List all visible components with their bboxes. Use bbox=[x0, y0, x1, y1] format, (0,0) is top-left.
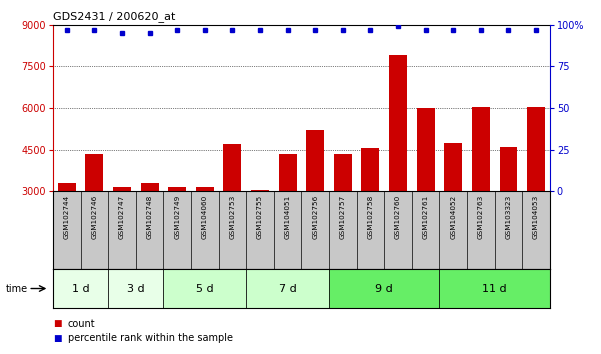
Bar bbox=[499, 147, 517, 191]
Text: GSM102748: GSM102748 bbox=[147, 195, 153, 239]
Text: 1 d: 1 d bbox=[72, 284, 90, 293]
Bar bbox=[224, 144, 242, 191]
Bar bbox=[307, 130, 324, 191]
Text: GSM102760: GSM102760 bbox=[395, 195, 401, 239]
Bar bbox=[527, 107, 545, 191]
Text: 7 d: 7 d bbox=[279, 284, 296, 293]
Text: ■: ■ bbox=[53, 333, 61, 343]
Text: count: count bbox=[68, 319, 96, 329]
Bar bbox=[329, 269, 439, 308]
Bar bbox=[472, 107, 490, 191]
Bar bbox=[334, 154, 352, 191]
Bar bbox=[246, 269, 329, 308]
Bar bbox=[53, 269, 108, 308]
Text: 9 d: 9 d bbox=[376, 284, 393, 293]
Bar bbox=[444, 143, 462, 191]
Text: GSM104052: GSM104052 bbox=[450, 195, 456, 239]
Text: percentile rank within the sample: percentile rank within the sample bbox=[68, 333, 233, 343]
Text: GSM102744: GSM102744 bbox=[64, 195, 70, 239]
Text: GDS2431 / 200620_at: GDS2431 / 200620_at bbox=[53, 11, 175, 22]
Bar bbox=[85, 154, 103, 191]
Text: GSM104051: GSM104051 bbox=[285, 195, 291, 239]
Text: GSM102747: GSM102747 bbox=[119, 195, 125, 239]
Text: 3 d: 3 d bbox=[127, 284, 144, 293]
Bar bbox=[389, 55, 407, 191]
Text: time: time bbox=[6, 284, 28, 293]
Text: GSM102758: GSM102758 bbox=[367, 195, 373, 239]
Bar bbox=[279, 154, 296, 191]
Bar bbox=[196, 187, 214, 191]
Text: GSM102746: GSM102746 bbox=[91, 195, 97, 239]
Bar bbox=[168, 187, 186, 191]
Bar bbox=[58, 183, 76, 191]
Text: GSM102756: GSM102756 bbox=[312, 195, 318, 239]
Text: 11 d: 11 d bbox=[483, 284, 507, 293]
Text: GSM102757: GSM102757 bbox=[340, 195, 346, 239]
Text: GSM102753: GSM102753 bbox=[230, 195, 236, 239]
Text: GSM104053: GSM104053 bbox=[533, 195, 539, 239]
Text: GSM104060: GSM104060 bbox=[202, 195, 208, 239]
Text: 5 d: 5 d bbox=[196, 284, 213, 293]
Bar bbox=[251, 190, 269, 191]
Text: ■: ■ bbox=[53, 319, 61, 329]
Bar bbox=[361, 148, 379, 191]
Text: GSM103323: GSM103323 bbox=[505, 195, 511, 239]
Bar bbox=[141, 183, 159, 191]
Bar bbox=[108, 269, 163, 308]
Text: GSM102761: GSM102761 bbox=[423, 195, 429, 239]
Bar bbox=[163, 269, 246, 308]
Text: GSM102755: GSM102755 bbox=[257, 195, 263, 239]
Bar bbox=[416, 108, 435, 191]
Text: GSM102749: GSM102749 bbox=[174, 195, 180, 239]
Text: GSM102763: GSM102763 bbox=[478, 195, 484, 239]
Bar bbox=[439, 269, 550, 308]
Bar bbox=[113, 187, 131, 191]
